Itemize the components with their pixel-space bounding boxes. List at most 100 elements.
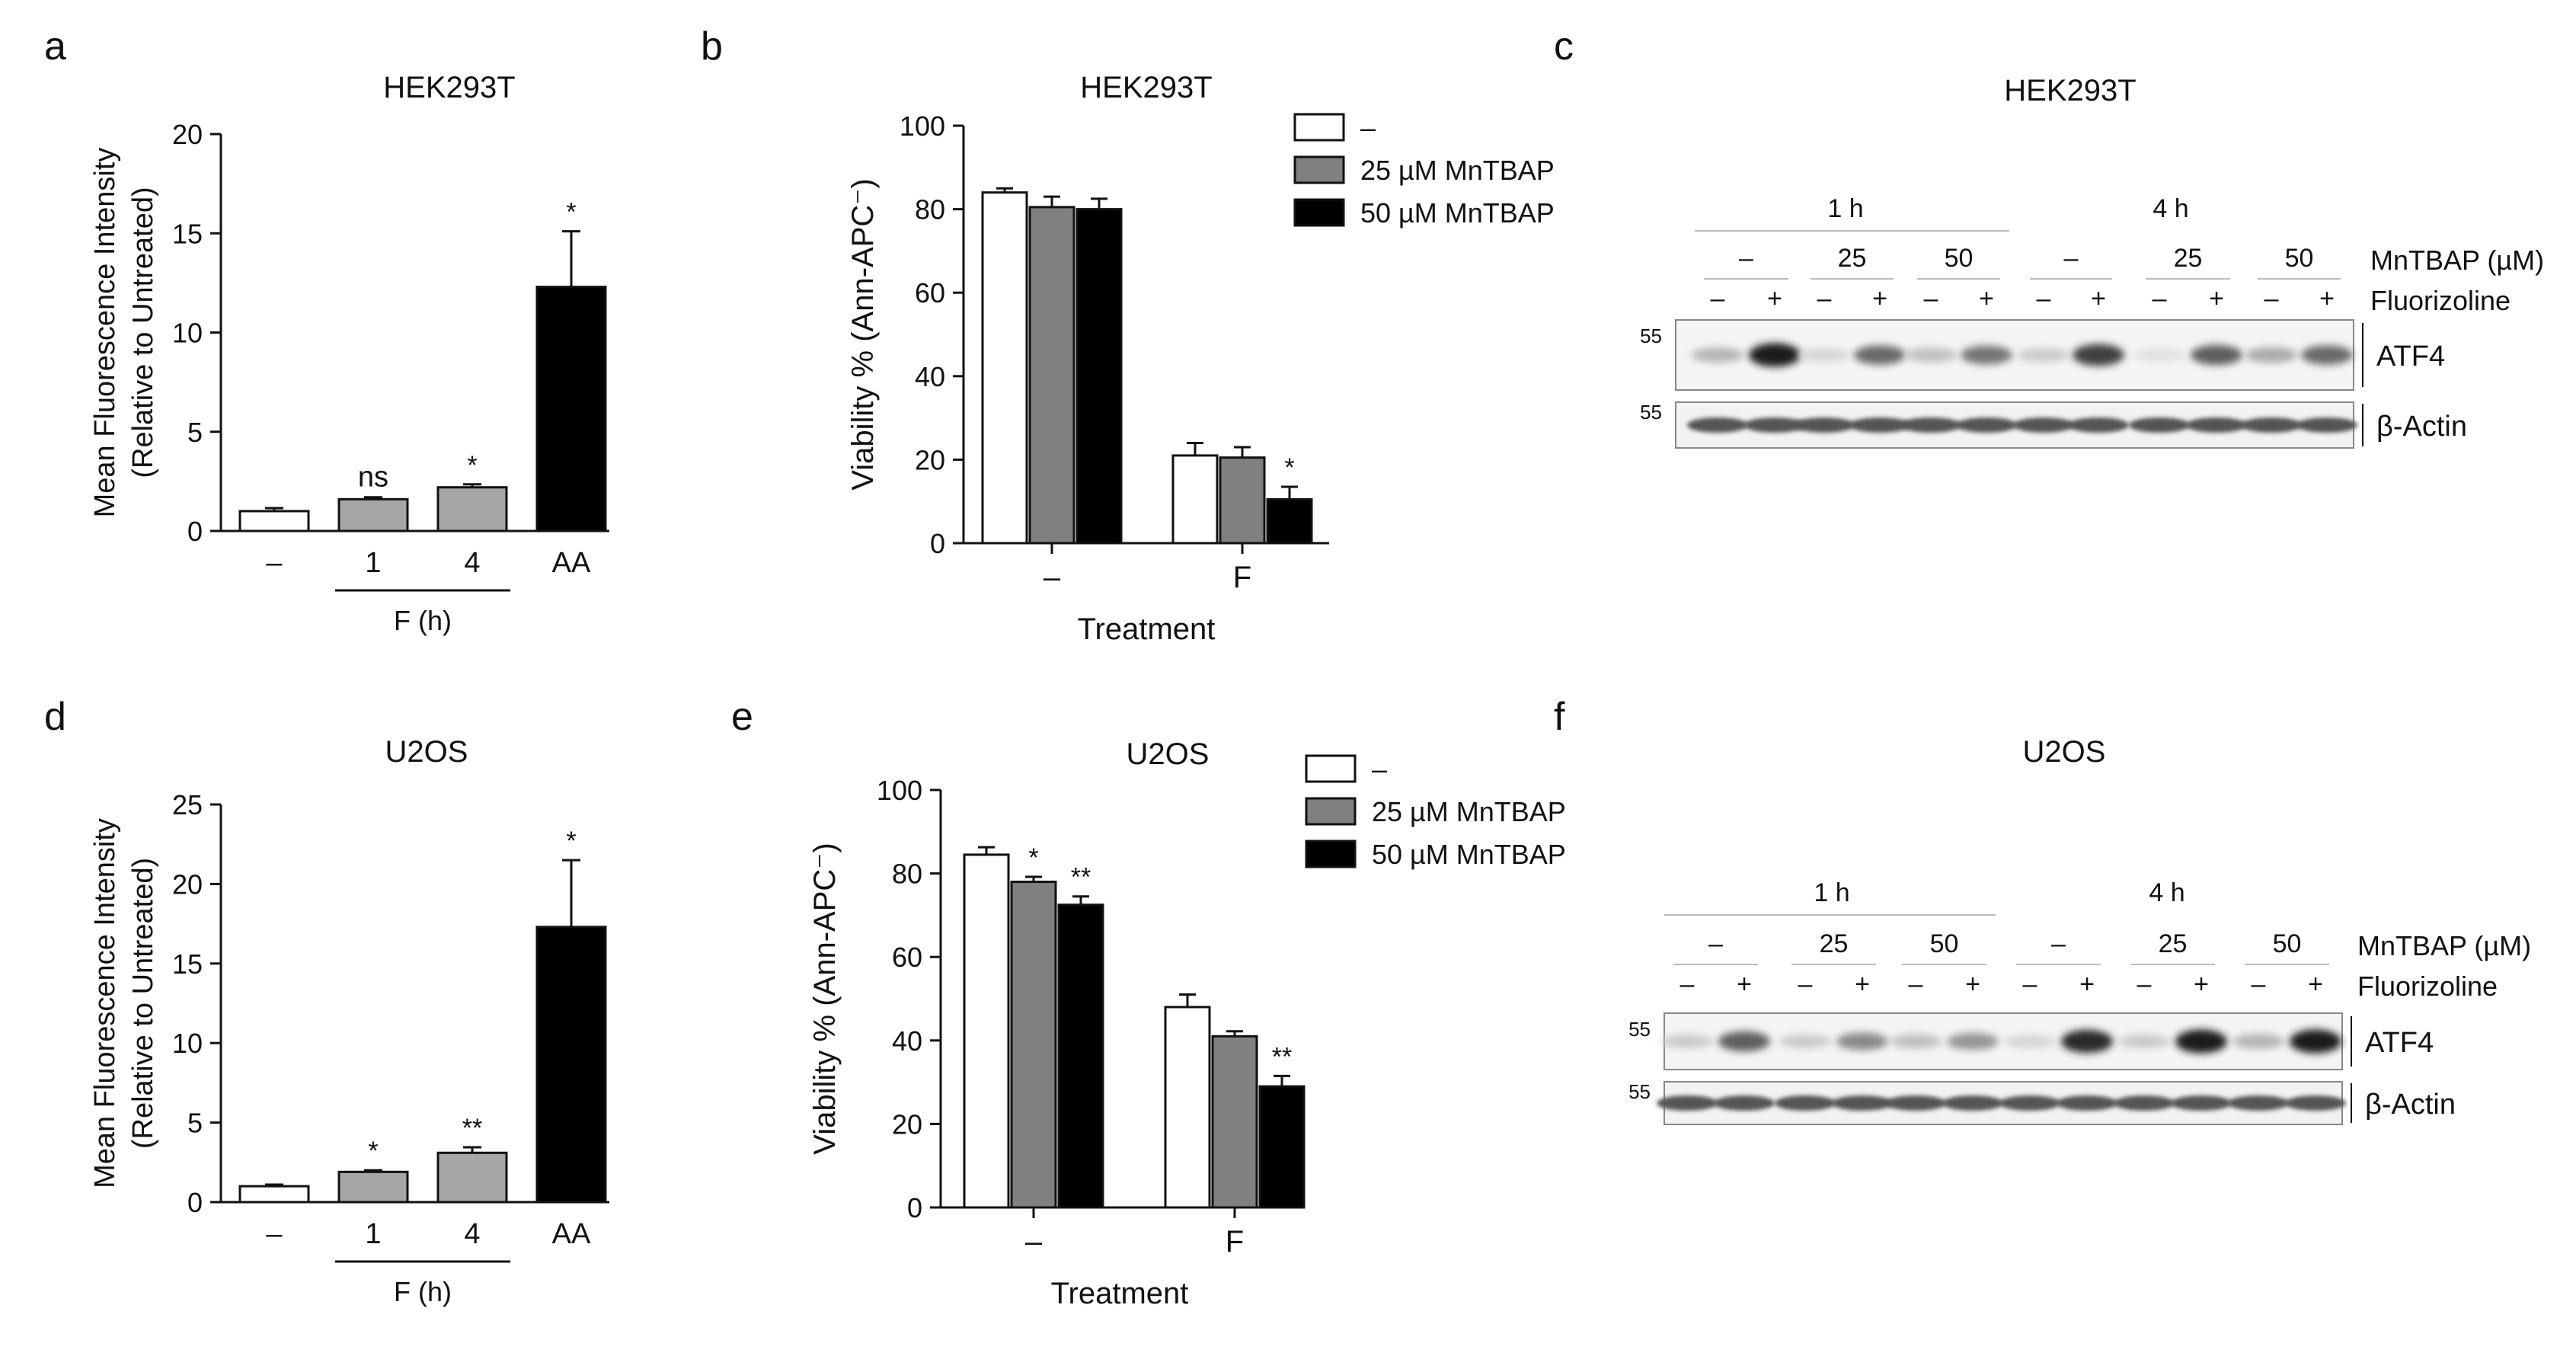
actin-band [1744, 417, 1805, 433]
dose-label: 50 [2285, 244, 2314, 273]
y-tick-label: 20 [915, 444, 945, 475]
y-tick-label: 20 [892, 1108, 922, 1140]
mw-marker: 55 [1640, 325, 1662, 347]
band-label-atf4: ATF4 [2376, 341, 2445, 373]
x-tick-label: 1 [365, 547, 381, 579]
bar [1171, 454, 1219, 545]
legend-swatch [1305, 754, 1357, 783]
row-label-mntbap: MnTBAP (µM) [2370, 245, 2544, 276]
y-tick-label: 15 [172, 948, 203, 980]
fluorizoline-sign: – [2264, 284, 2279, 313]
y-tick-label: 10 [172, 1028, 203, 1059]
actin-band [2241, 417, 2302, 433]
bar [535, 926, 607, 1204]
panel-c-title: HEK293T [2004, 74, 2136, 107]
y-tick-label: 80 [915, 194, 945, 225]
x-tick-label: – [266, 1218, 283, 1250]
fluorizoline-sign: – [2252, 970, 2266, 999]
bar [1258, 1085, 1306, 1209]
bar [535, 286, 607, 532]
y-axis-label-line1: Mean Fluorescence Intensity [89, 148, 121, 518]
bar [963, 853, 1010, 1209]
fluorizoline-sign: + [1767, 284, 1782, 313]
bar [1057, 903, 1104, 1209]
group-label: F (h) [394, 1276, 452, 1307]
x-axis-title: Treatment [1051, 1277, 1189, 1310]
significance-label: * [1284, 453, 1294, 482]
dose-label: – [1739, 244, 1753, 273]
actin-band [1657, 1095, 1718, 1111]
fluorizoline-sign: – [1924, 284, 1938, 313]
dose-label: 25 [2159, 929, 2188, 958]
atf4-band [2073, 344, 2124, 366]
significance-label: * [1028, 843, 1038, 872]
legend-label: – [1372, 753, 1387, 785]
y-tick-label: 15 [172, 218, 203, 249]
panel-letter-c: c [1554, 24, 1574, 69]
time-label: 1 h [1814, 878, 1849, 907]
actin-band [2057, 1095, 2117, 1111]
band-label-actin: β-Actin [2365, 1089, 2456, 1121]
y-tick-label: 60 [892, 942, 922, 973]
atf4-band [1905, 347, 1957, 363]
bar [337, 497, 409, 532]
bar [1164, 1006, 1211, 1209]
mw-marker: 55 [1640, 401, 1662, 424]
fluorizoline-sign: – [1909, 970, 1923, 999]
actin-band [1942, 1095, 2003, 1111]
significance-label: * [566, 827, 576, 855]
bar [238, 510, 310, 532]
fluorizoline-sign: + [2319, 284, 2335, 313]
fluorizoline-sign: + [1965, 970, 1980, 999]
panel-f-title: U2OS [2023, 735, 2106, 769]
bar [1010, 881, 1057, 1209]
time-label: 1 h [1827, 194, 1863, 223]
x-tick-label: AA [552, 547, 591, 579]
fluorizoline-sign: + [2079, 970, 2095, 999]
dose-label: 50 [2273, 929, 2302, 958]
chart-a: HEK293T 0 5 10 15 20 Mean Fluorescence Intensi… [89, 71, 609, 636]
actin-band [1900, 417, 1961, 433]
time-label: 4 h [2153, 194, 2188, 223]
atf4-band [2061, 1029, 2113, 1054]
atf4-band [1798, 348, 1850, 362]
fluorizoline-sign: – [1817, 284, 1832, 313]
atf4-band [1779, 1034, 1831, 1049]
y-tick-label: 5 [187, 417, 203, 448]
chart-d: U2OS 0 5 10 15 20 25 Mean Fluorescence Intensit… [89, 735, 609, 1307]
fluorizoline-sign: + [1737, 970, 1752, 999]
actin-band [2013, 417, 2074, 433]
actin-band [1714, 1095, 1775, 1111]
legend-swatch [1293, 155, 1345, 184]
chart-title: HEK293T [383, 71, 515, 104]
dose-label: – [2064, 244, 2079, 273]
chart-title: U2OS [1127, 737, 1210, 771]
y-axis-label-line1: Mean Fluorescence Intensity [89, 818, 121, 1188]
y-axis-label-line2: (Relative to Untreated) [127, 187, 159, 478]
x-tick-label: – [1044, 561, 1061, 594]
fluorizoline-sign: + [1855, 970, 1870, 999]
fluorizoline-sign: + [1979, 284, 1994, 313]
chart-b: HEK293T 0 20 40 60 80 100 Viability % (Ann-APC⁻… [846, 71, 1555, 646]
fluorizoline-sign: – [2153, 284, 2167, 313]
atf4-band [2133, 348, 2185, 362]
fluorizoline-sign: + [1872, 284, 1887, 313]
significance-label: ** [462, 1114, 482, 1143]
significance-label: * [467, 451, 477, 480]
y-axis-label: Viability % (Ann-APC⁻) [846, 178, 880, 490]
mw-marker: 55 [1628, 1080, 1651, 1103]
bar [981, 191, 1028, 545]
dose-label: 25 [1838, 244, 1867, 273]
x-tick-label: 1 [365, 1218, 381, 1250]
y-tick-label: 0 [187, 1187, 203, 1218]
actin-band [1794, 417, 1855, 433]
fluorizoline-sign: – [1798, 970, 1813, 999]
x-tick-label: 4 [464, 547, 480, 579]
y-tick-label: 5 [187, 1108, 203, 1139]
chart-title: U2OS [385, 735, 468, 769]
legend-swatch [1305, 840, 1357, 868]
y-tick-label: 60 [915, 277, 945, 309]
bar [238, 1185, 310, 1204]
